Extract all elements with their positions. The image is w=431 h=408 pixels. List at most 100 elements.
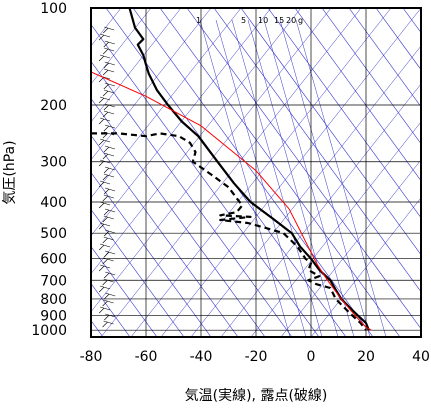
y-tick-label: 900 bbox=[40, 308, 67, 324]
wind-barb bbox=[102, 152, 115, 160]
wind-barb bbox=[98, 306, 111, 314]
wind-barb bbox=[98, 117, 111, 125]
profile-series bbox=[91, 8, 372, 331]
wind-barb bbox=[104, 292, 116, 300]
wind-barb bbox=[102, 299, 114, 307]
adiabat-line bbox=[186, 8, 421, 330]
wind-barb bbox=[102, 215, 114, 223]
adiabat-line bbox=[91, 8, 302, 275]
wind-barb bbox=[102, 47, 115, 55]
adiabat-line bbox=[130, 8, 392, 337]
mixing-ratio-labels: 1 5 10 15 20 g bbox=[196, 16, 303, 25]
wind-barb bbox=[98, 96, 111, 104]
wind-barb bbox=[103, 208, 116, 216]
adiabat-line bbox=[91, 8, 242, 199]
plot-frame bbox=[90, 7, 422, 338]
wind-barb bbox=[102, 194, 114, 202]
dewpoint-line bbox=[91, 132, 367, 331]
adiabat-line bbox=[91, 171, 212, 337]
wind-barb bbox=[103, 250, 116, 258]
wind-barb bbox=[102, 173, 114, 181]
wind-barb bbox=[98, 75, 111, 83]
adiabat-line bbox=[348, 8, 421, 108]
wind-barb bbox=[103, 229, 116, 237]
wind-barb bbox=[102, 257, 114, 265]
adiabat-line bbox=[91, 23, 320, 337]
mixing-ratio-label: 15 bbox=[274, 16, 284, 25]
mixing-ratio-label: g bbox=[298, 16, 303, 25]
wind-barb bbox=[102, 110, 115, 118]
y-tick-label: 1000 bbox=[31, 323, 67, 339]
wind-barb bbox=[103, 124, 116, 132]
adiabat-line bbox=[132, 8, 374, 337]
y-tick-label: 300 bbox=[40, 155, 67, 171]
y-tick-label: 600 bbox=[40, 252, 67, 268]
adiabat-line bbox=[220, 83, 421, 337]
x-tick-label: 40 bbox=[412, 349, 430, 365]
y-tick-label: 100 bbox=[40, 1, 67, 17]
wind-barb bbox=[98, 138, 111, 146]
y-tick-label: 400 bbox=[40, 195, 67, 211]
adiabat-line bbox=[321, 8, 421, 145]
mixing-ratio-line bbox=[199, 19, 291, 337]
wind-barb bbox=[103, 40, 115, 48]
adiabat-line bbox=[91, 246, 158, 337]
wind-barb bbox=[103, 166, 116, 174]
wind-barb bbox=[98, 54, 111, 62]
wind-barb bbox=[102, 68, 115, 76]
wind-barb bbox=[103, 26, 115, 34]
x-tick-label: -60 bbox=[135, 349, 158, 365]
x-tick-label: -40 bbox=[190, 349, 213, 365]
x-tick-label: 20 bbox=[357, 349, 375, 365]
mixing-ratio-line bbox=[263, 19, 355, 337]
isobar-grid bbox=[91, 8, 421, 337]
wind-barb bbox=[103, 61, 115, 69]
adiabat-line bbox=[91, 134, 239, 337]
mixing-ratio-line bbox=[215, 19, 307, 337]
mixing-ratio-line bbox=[279, 19, 371, 337]
wind-barb bbox=[98, 180, 111, 188]
wind-barb bbox=[103, 82, 115, 90]
adiabat-line bbox=[294, 8, 421, 182]
mixing-ratio-line bbox=[247, 19, 339, 337]
wind-barb bbox=[98, 264, 111, 272]
adiabat-line bbox=[190, 45, 421, 337]
adiabat-line bbox=[213, 8, 421, 293]
wind-barb bbox=[103, 271, 116, 279]
wind-barb bbox=[103, 187, 116, 195]
adiabat-line bbox=[250, 121, 421, 337]
adiabat-line bbox=[240, 8, 421, 256]
y-tick-label: 700 bbox=[40, 273, 67, 289]
adiabat-line bbox=[91, 209, 185, 337]
x-tick-label: -20 bbox=[245, 349, 268, 365]
wind-barb bbox=[102, 320, 114, 328]
wind-barb bbox=[98, 285, 111, 293]
plot-area bbox=[91, 8, 421, 337]
mixing-ratio-line bbox=[295, 19, 387, 337]
parcel-line bbox=[91, 71, 372, 331]
adiabat-line bbox=[91, 8, 212, 161]
wind-barb bbox=[98, 201, 111, 209]
y-tick-label: 800 bbox=[40, 292, 67, 308]
adiabat-line bbox=[160, 8, 421, 337]
y-tick-label: 200 bbox=[40, 98, 67, 114]
wind-barb bbox=[102, 89, 115, 97]
x-tick-label: -80 bbox=[80, 349, 103, 365]
adiabat-line bbox=[91, 97, 266, 337]
mixing-ratio-label: 1 bbox=[196, 16, 201, 25]
wind-barb bbox=[103, 103, 115, 111]
wind-barb bbox=[98, 33, 111, 41]
mixing-ratio-label: 10 bbox=[258, 16, 268, 25]
wind-barb bbox=[98, 243, 111, 251]
wind-barb bbox=[104, 313, 116, 321]
wind-barb bbox=[102, 236, 114, 244]
wind-barb bbox=[102, 278, 114, 286]
adiabat-line bbox=[375, 8, 421, 71]
y-axis-label: 気圧(hPa) bbox=[2, 140, 18, 204]
mixing-ratio-label: 20 bbox=[286, 16, 296, 25]
wind-barb bbox=[98, 222, 111, 230]
mixing-ratio-line bbox=[231, 19, 323, 337]
x-tick-label: 0 bbox=[307, 349, 316, 365]
wind-barb bbox=[103, 145, 116, 153]
